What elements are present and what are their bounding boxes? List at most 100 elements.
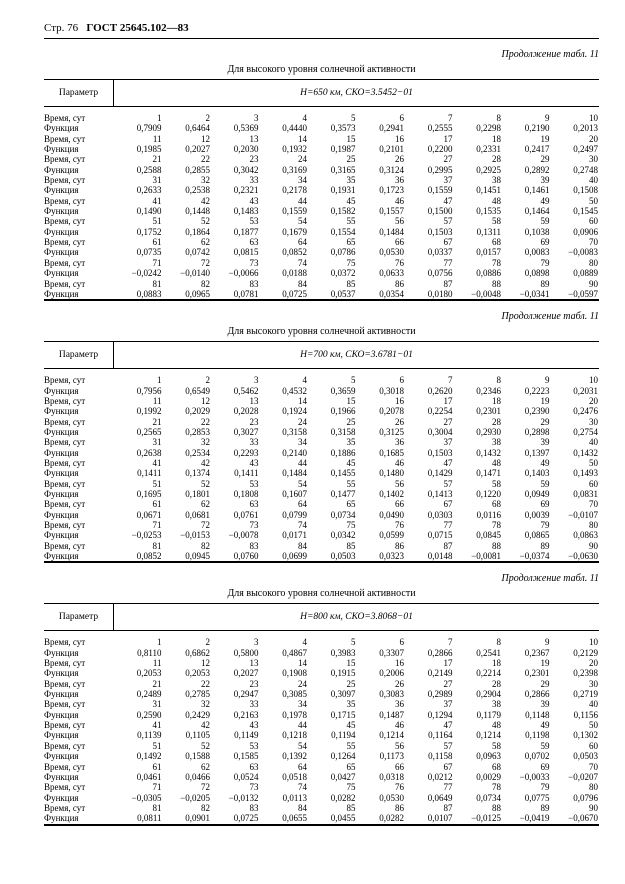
cell: 0,2748 xyxy=(551,165,600,175)
cell: 43 xyxy=(211,196,260,206)
cell: 85 xyxy=(308,279,357,289)
cell: 0,0883 xyxy=(114,289,163,299)
cell: 81 xyxy=(114,541,163,551)
cell: 0,0889 xyxy=(551,268,600,278)
cell: −0,0033 xyxy=(502,772,551,782)
cell: 0,3018 xyxy=(357,386,406,396)
cell: 24 xyxy=(260,679,309,689)
param-header: Параметр xyxy=(44,80,114,106)
cell: 0,0455 xyxy=(308,813,357,823)
cell: 18 xyxy=(454,658,503,668)
cell: 50 xyxy=(551,720,600,730)
cell: 0,3042 xyxy=(211,165,260,175)
cell: 0,3124 xyxy=(357,165,406,175)
cell: 39 xyxy=(502,699,551,709)
cell: 31 xyxy=(114,699,163,709)
cell: 48 xyxy=(454,196,503,206)
cell: 22 xyxy=(163,679,212,689)
cell: 0,2140 xyxy=(260,448,309,458)
row-label: Время, сут xyxy=(44,499,114,509)
data-table: Время, сут12345678910Функция0,79090,6464… xyxy=(44,107,599,299)
cell: 0,1038 xyxy=(502,227,551,237)
cell: −0,0066 xyxy=(211,268,260,278)
cell: 0,2930 xyxy=(454,427,503,437)
row-label: Время, сут xyxy=(44,196,114,206)
row-label: Функция xyxy=(44,448,114,458)
cell: 0,0323 xyxy=(357,551,406,561)
cell: 0,2866 xyxy=(502,689,551,699)
rule xyxy=(44,299,599,301)
cell: 1 xyxy=(114,113,163,123)
cell: −0,0153 xyxy=(163,530,212,540)
cell: 61 xyxy=(114,762,163,772)
cell: 7 xyxy=(405,375,454,385)
table-row: Время, сут61626364656667686970 xyxy=(44,237,599,247)
cell: 0,0963 xyxy=(454,751,503,761)
cell: 0,1451 xyxy=(454,185,503,195)
cell: 18 xyxy=(454,134,503,144)
cell: 40 xyxy=(551,437,600,447)
cell: 74 xyxy=(260,782,309,792)
cell: 7 xyxy=(405,113,454,123)
activity-subheader: Для высокого уровня солнечной активности xyxy=(44,64,599,75)
cell: 84 xyxy=(260,279,309,289)
cell: 69 xyxy=(502,499,551,509)
cell: 52 xyxy=(163,741,212,751)
cell: 75 xyxy=(308,520,357,530)
cell: 0,1978 xyxy=(260,710,309,720)
cell: 54 xyxy=(260,479,309,489)
cell: 72 xyxy=(163,782,212,792)
cell: 79 xyxy=(502,258,551,268)
cell: 68 xyxy=(454,762,503,772)
cell: 0,2030 xyxy=(211,144,260,154)
cell: 51 xyxy=(114,479,163,489)
cell: 0,0760 xyxy=(211,551,260,561)
cell: 56 xyxy=(357,479,406,489)
cell: 58 xyxy=(454,479,503,489)
cell: 0,1752 xyxy=(114,227,163,237)
cell: 62 xyxy=(163,237,212,247)
table-row: Функция0,19850,20270,20300,19320,19870,2… xyxy=(44,144,599,154)
cell: 89 xyxy=(502,279,551,289)
cell: 61 xyxy=(114,499,163,509)
cell: 59 xyxy=(502,741,551,751)
cell: 11 xyxy=(114,396,163,406)
table-row: Время, сут21222324252627282930 xyxy=(44,154,599,164)
cell: 0,0599 xyxy=(357,530,406,540)
cell: 14 xyxy=(260,658,309,668)
cell: 67 xyxy=(405,762,454,772)
row-label: Время, сут xyxy=(44,679,114,689)
cell: 55 xyxy=(308,741,357,751)
table-row: Функция0,14900,14480,14830,15590,15820,1… xyxy=(44,206,599,216)
data-table: Время, сут12345678910Функция0,79560,6549… xyxy=(44,369,599,561)
cell: 0,1908 xyxy=(260,668,309,678)
cell: 65 xyxy=(308,237,357,247)
cell: 87 xyxy=(405,541,454,551)
cell: 0,0863 xyxy=(551,530,600,540)
table-row: Время, сут71727374757677787980 xyxy=(44,782,599,792)
cell: 0,1559 xyxy=(405,185,454,195)
row-label: Функция xyxy=(44,772,114,782)
cell: 0,0906 xyxy=(551,227,600,237)
cell: 0,2947 xyxy=(211,689,260,699)
cell: 31 xyxy=(114,175,163,185)
cell: 0,0901 xyxy=(163,813,212,823)
table-row: Функция0,25650,28530,30270,31580,31580,3… xyxy=(44,427,599,437)
cell: 3 xyxy=(211,113,260,123)
cell: −0,0107 xyxy=(551,510,600,520)
cell: 0,0427 xyxy=(308,772,357,782)
cell: 41 xyxy=(114,458,163,468)
cell: 75 xyxy=(308,782,357,792)
cell: 0,2331 xyxy=(454,144,503,154)
cell: 0,7956 xyxy=(114,386,163,396)
cell: 68 xyxy=(454,237,503,247)
cell: 22 xyxy=(163,417,212,427)
cell: 0,0490 xyxy=(357,510,406,520)
cell: −0,0242 xyxy=(114,268,163,278)
cell: 70 xyxy=(551,762,600,772)
cell: 0,1264 xyxy=(308,751,357,761)
table-row: Время, сут12345678910 xyxy=(44,375,599,385)
param-header: Параметр xyxy=(44,342,114,368)
cell: 55 xyxy=(308,479,357,489)
cell: 64 xyxy=(260,237,309,247)
